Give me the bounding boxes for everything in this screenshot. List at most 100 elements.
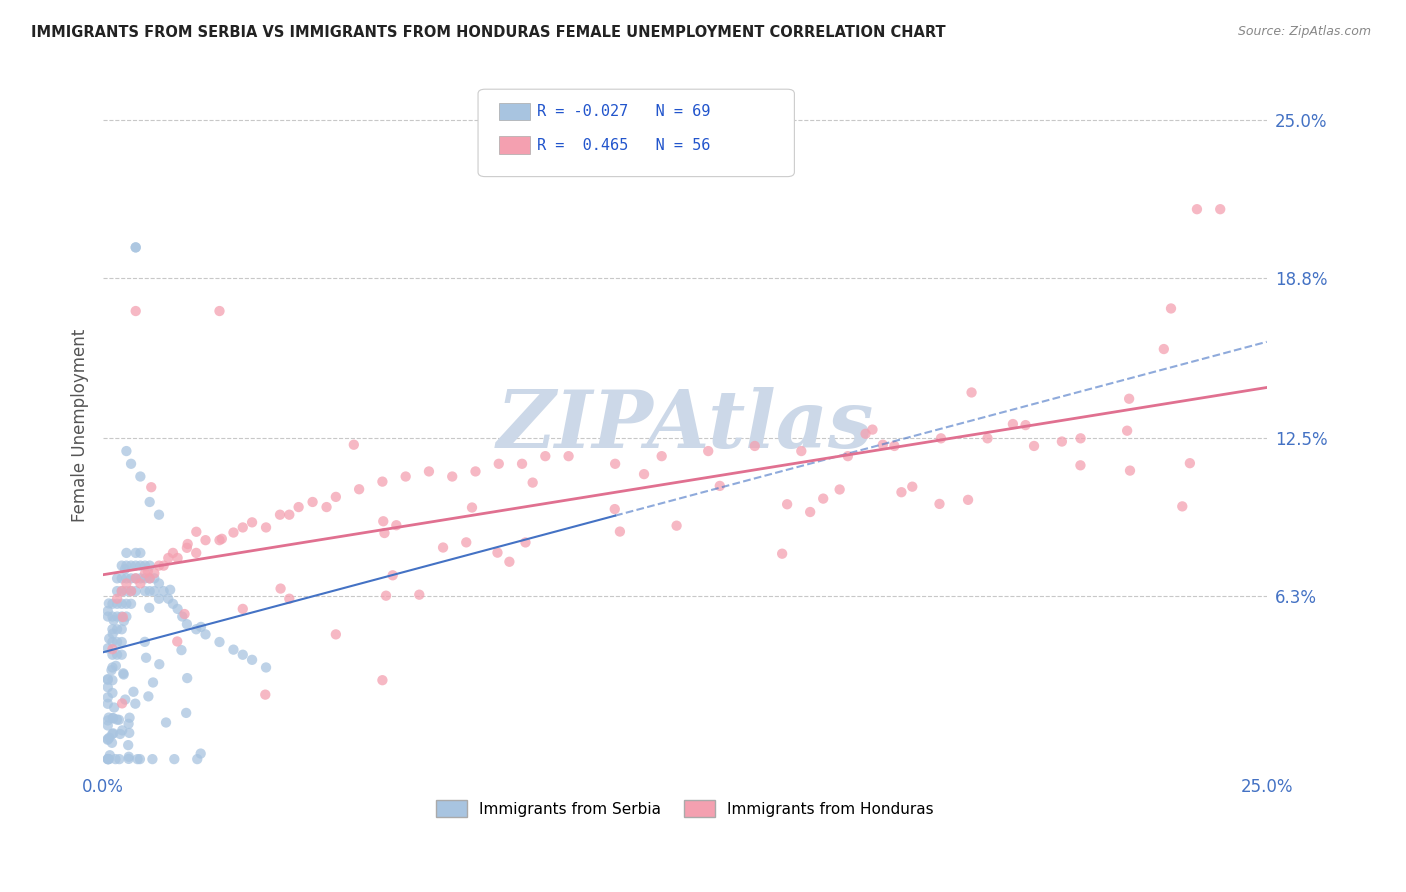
Point [143,584,166,599]
Point [111,609,134,624]
Point [101,648,124,662]
Point [222,525,245,540]
Point [254,660,277,674]
Point [928,497,950,511]
Point [174,706,197,720]
Point [105,591,128,606]
Point [152,558,174,573]
Point [125,304,148,318]
Point [103,726,125,740]
Point [112,614,135,628]
Point [97,731,120,746]
Point [301,495,323,509]
Point [105,713,128,727]
Point [108,752,131,766]
Point [278,508,301,522]
Point [278,591,301,606]
Point [325,627,347,641]
Point [159,582,181,597]
Point [208,635,231,649]
Point [138,571,160,585]
Point [115,546,138,560]
Point [125,240,148,254]
Point [105,622,128,636]
Point [125,240,148,254]
Point [232,648,254,662]
Point [105,597,128,611]
Point [176,671,198,685]
Point [120,571,142,585]
Point [122,685,145,699]
Point [254,520,277,534]
Point [1119,464,1142,478]
Point [148,576,170,591]
Point [166,551,188,566]
Point [97,697,120,711]
Point [134,558,156,573]
Point [101,609,124,624]
Point [1070,431,1092,445]
Point [114,562,136,576]
Point [148,508,170,522]
Point [97,604,120,618]
Point [515,535,537,549]
Point [97,714,120,728]
Point [117,716,139,731]
Point [464,465,486,479]
Point [633,467,655,482]
Point [127,752,149,766]
Point [104,658,127,673]
Point [111,584,134,599]
Point [118,711,141,725]
Point [1022,439,1045,453]
Point [709,479,731,493]
Point [115,576,138,591]
Point [166,634,188,648]
Point [901,480,924,494]
Point [190,747,212,761]
Point [325,490,347,504]
Point [208,304,231,318]
Point [101,711,124,725]
Point [957,492,980,507]
Point [408,588,430,602]
Point [129,469,152,483]
Point [101,673,124,688]
Point [101,686,124,700]
Point [1050,434,1073,449]
Point [111,571,134,585]
Point [97,673,120,687]
Point [111,697,134,711]
Point [456,535,478,549]
Point [176,537,198,551]
Point [744,439,766,453]
Point [1069,458,1091,473]
Point [97,752,120,766]
Point [100,663,122,677]
Point [101,642,124,657]
Point [120,558,142,573]
Point [557,449,579,463]
Point [269,508,291,522]
Point [176,541,198,555]
Point [837,449,859,463]
Point [371,673,394,688]
Point [1185,202,1208,217]
Point [111,558,134,573]
Point [97,752,120,766]
Point [125,584,148,599]
Point [148,558,170,573]
Point [97,752,120,766]
Point [148,591,170,606]
Point [118,726,141,740]
Point [811,491,834,506]
Point [101,660,124,674]
Point [418,465,440,479]
Point [770,547,793,561]
Legend: Immigrants from Serbia, Immigrants from Honduras: Immigrants from Serbia, Immigrants from … [430,794,939,823]
Point [385,518,408,533]
Point [98,748,121,763]
Point [186,524,208,539]
Point [97,732,120,747]
Point [790,444,813,458]
